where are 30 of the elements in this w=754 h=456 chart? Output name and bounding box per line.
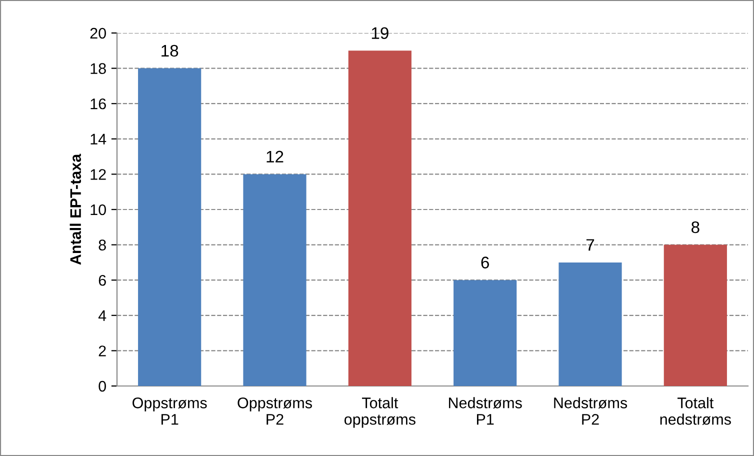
y-tick-label: 20 <box>90 28 106 39</box>
x-tick-label: Totalt oppstrøms <box>344 397 416 428</box>
x-tick-label: Nedstrøms P2 <box>554 397 628 425</box>
bar <box>558 262 622 386</box>
x-tick-label: Oppstrøms P2 <box>238 398 312 425</box>
data-label: 6 <box>481 256 489 268</box>
y-tick-label: 4 <box>98 310 106 321</box>
y-tick-label: 18 <box>90 63 106 74</box>
y-tick-label: 6 <box>98 274 106 286</box>
y-tick-label: 14 <box>90 134 106 144</box>
bar <box>138 68 202 386</box>
y-tick-label: 16 <box>90 98 106 110</box>
y-tick-label: 2 <box>98 346 106 356</box>
bar <box>664 244 727 386</box>
bar <box>348 50 412 386</box>
data-label: 18 <box>162 44 178 57</box>
y-tick-label: 10 <box>90 204 106 216</box>
x-tick-label: Totalt nedstrøms <box>660 397 731 425</box>
bar <box>243 174 306 386</box>
bar <box>454 280 517 386</box>
data-label: 7 <box>586 239 594 251</box>
y-tick-label: 0 <box>98 380 106 392</box>
x-tick-label: Nedstrøms P1 <box>448 397 522 425</box>
x-tick-label: Oppstrøms P1 <box>132 398 207 425</box>
y-axis-title: Antall EPT-taxa <box>70 154 82 265</box>
y-tick-label: 12 <box>90 169 106 180</box>
y-tick-label: 8 <box>98 240 106 250</box>
data-label: 8 <box>692 221 700 234</box>
data-label: 12 <box>266 150 284 162</box>
data-label: 19 <box>372 27 388 40</box>
